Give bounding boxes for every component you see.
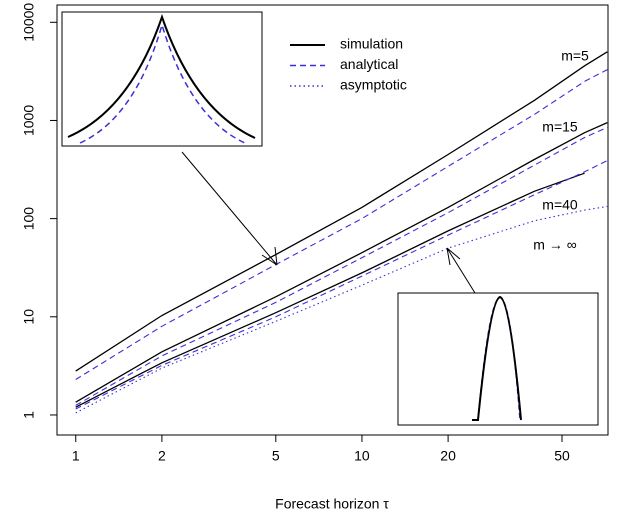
- data-layer: [75, 51, 608, 414]
- plot-frame: [56, 4, 609, 436]
- series-line: [75, 172, 585, 408]
- curve-label: m → ∞: [533, 237, 576, 253]
- curve-label: m=40: [542, 197, 578, 213]
- arrow: [446, 247, 476, 294]
- inset-left: [61, 11, 263, 147]
- x-tick-label: 2: [158, 448, 166, 464]
- legend-label: analytical: [340, 56, 398, 72]
- arrows: [181, 151, 476, 294]
- curve-label: m=15: [542, 119, 578, 135]
- series-line: [75, 69, 608, 380]
- series-line: [75, 160, 608, 410]
- legend-label: asymptotic: [340, 77, 407, 93]
- inset-curve: [472, 295, 522, 421]
- y-tick-label: 100: [21, 207, 37, 231]
- inset-frame: [397, 292, 599, 426]
- y-tick-label: 1000: [21, 105, 37, 136]
- inset-frame: [61, 11, 263, 147]
- inset-right: [397, 292, 599, 426]
- y-tick-label: 10000: [21, 3, 37, 42]
- series-line: [75, 205, 608, 414]
- inset-curve: [67, 13, 256, 139]
- legend-label: simulation: [340, 36, 403, 52]
- arrow: [181, 151, 278, 266]
- x-tick-label: 10: [354, 448, 370, 464]
- series-line: [75, 122, 608, 403]
- y-tick-label: 1: [21, 411, 37, 419]
- y-tick-label: 10: [21, 309, 37, 325]
- x-tick-label: 50: [554, 448, 570, 464]
- x-axis-label: Forecast horizon τ: [275, 496, 389, 512]
- curve-label: m=5: [561, 48, 589, 64]
- x-tick-label: 1: [72, 448, 80, 464]
- series-line: [75, 51, 608, 372]
- x-tick-label: 5: [272, 448, 280, 464]
- x-tick-label: 20: [440, 448, 456, 464]
- series-line: [75, 126, 608, 406]
